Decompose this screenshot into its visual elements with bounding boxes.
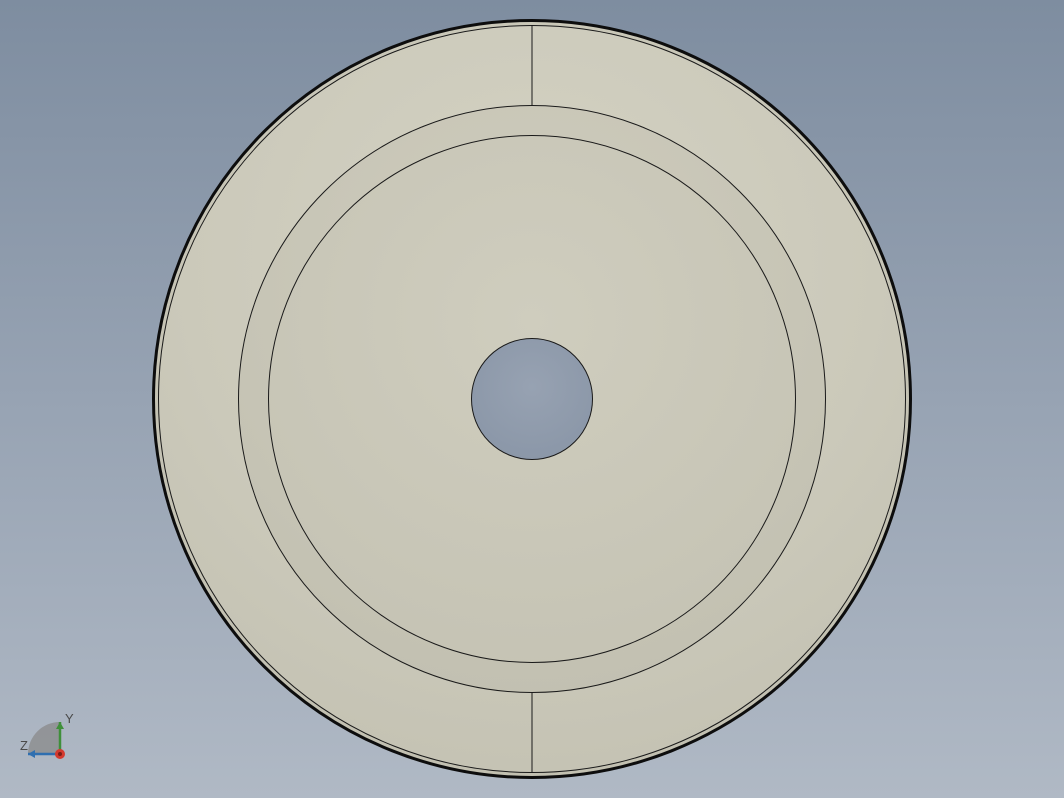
orientation-triad[interactable]: Z Y <box>20 698 100 778</box>
x-axis <box>55 749 65 759</box>
z-axis-label: Z <box>20 738 28 753</box>
y-axis-label: Y <box>65 711 74 726</box>
bottom-seam <box>532 693 533 773</box>
revolved-part[interactable] <box>152 19 912 779</box>
top-seam <box>532 25 533 105</box>
cad-viewport[interactable]: Z Y <box>0 0 1064 798</box>
bore-edge[interactable] <box>471 338 593 460</box>
triad-origin-fill <box>28 722 60 754</box>
